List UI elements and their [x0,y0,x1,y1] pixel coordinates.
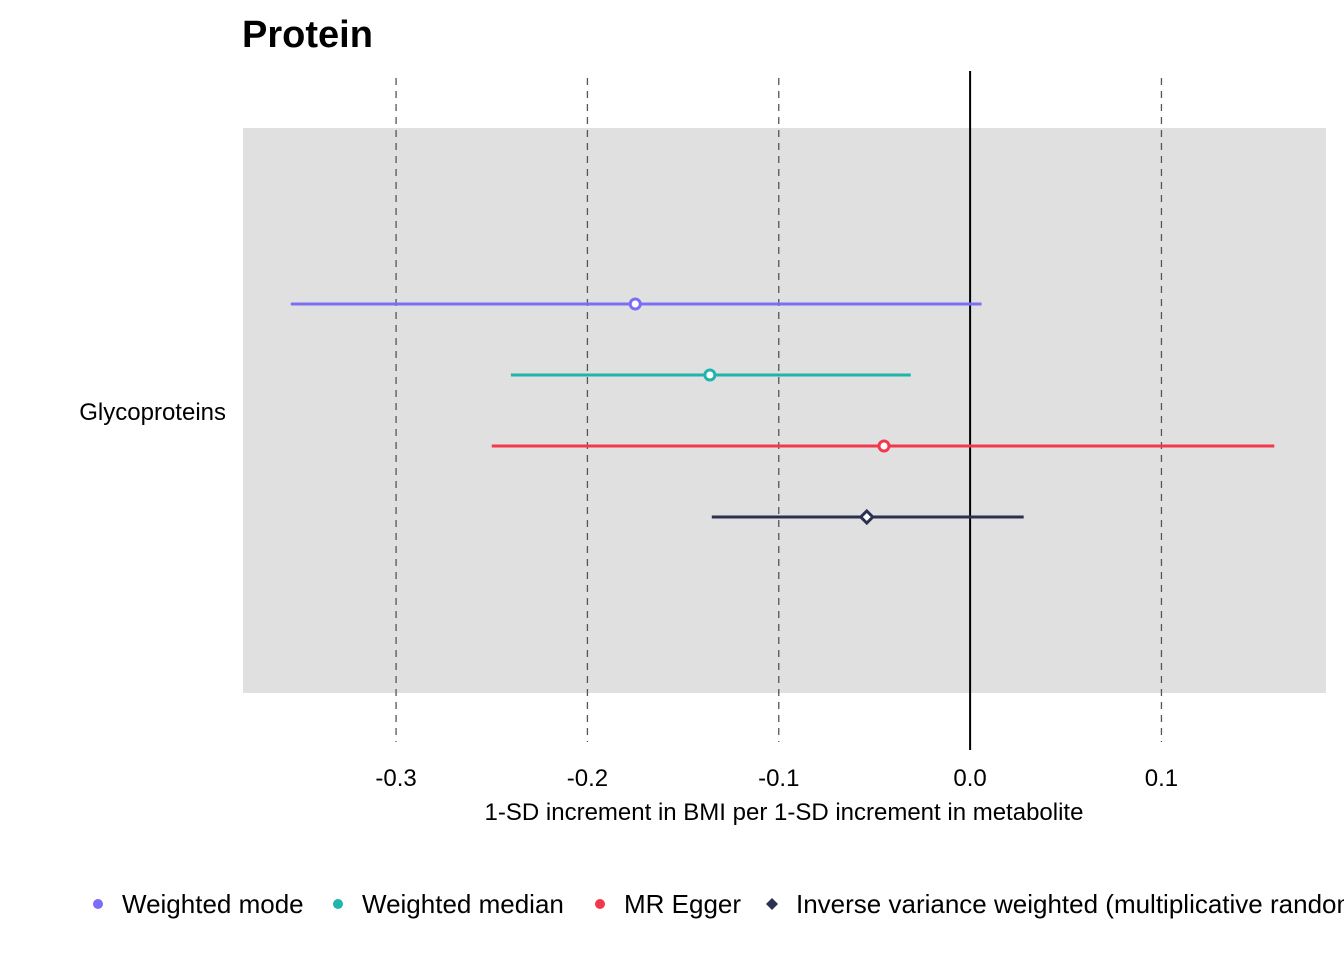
x-tick-label: 0.0 [953,765,986,792]
x-tick-labels: -0.3 -0.2 -0.1 0.0 0.1 [375,765,1178,792]
legend-label: Weighted median [362,889,564,919]
chart-title: Protein [242,14,373,56]
point-estimate [858,508,875,526]
legend: Weighted mode Weighted median MR Egger Inve… [93,889,1344,919]
legend-dot-key [595,899,605,909]
legend-item-4: Inverse variance weighted (multiplicativ… [766,889,1344,919]
series-mark-2 [510,368,911,382]
legend-label: Inverse variance weighted (multiplicativ… [796,889,1344,919]
estimate-marks [290,297,1275,526]
point-estimate [703,368,717,382]
series-mark-1 [290,297,982,311]
x-tick-label: -0.2 [567,765,608,792]
legend-dot-key [333,899,343,909]
legend-dot-key [93,899,103,909]
category-label: Glycoproteins [79,399,226,426]
plot-panel [243,128,1326,693]
legend-label: MR Egger [624,889,741,919]
legend-item-3: MR Egger [595,889,741,919]
x-tick-label: -0.3 [375,765,416,792]
point-estimate [628,297,642,311]
x-tick-label: -0.1 [758,765,799,792]
series-mark-3 [491,439,1275,453]
series-mark-4 [711,508,1024,526]
legend-item-1: Weighted mode [93,889,304,919]
gridlines [395,78,1163,742]
x-axis-title: 1-SD increment in BMI per 1-SD increment… [485,799,1084,826]
x-tick-label: 0.1 [1145,765,1178,792]
legend-diamond-key [766,898,778,910]
legend-item-2: Weighted median [333,889,564,919]
point-estimate [877,439,891,453]
legend-label: Weighted mode [122,889,304,919]
